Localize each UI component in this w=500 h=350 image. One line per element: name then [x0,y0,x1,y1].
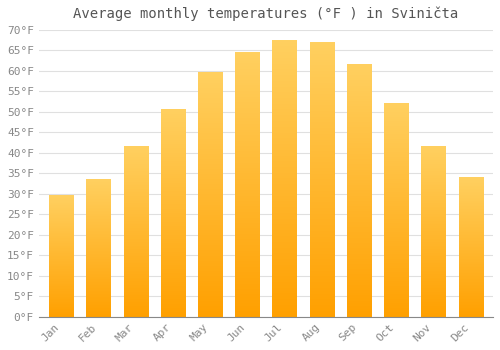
Bar [422,147,446,317]
Bar [347,64,371,317]
Title: Average monthly temperatures (°F ) in Sviničta: Average monthly temperatures (°F ) in Sv… [74,7,458,21]
Bar [384,103,408,317]
Bar [272,40,296,317]
Bar [160,110,185,317]
Bar [86,179,110,317]
Bar [310,42,334,317]
Bar [124,147,148,317]
Bar [49,196,73,317]
Bar [458,177,483,317]
Bar [235,52,260,317]
Bar [198,73,222,317]
